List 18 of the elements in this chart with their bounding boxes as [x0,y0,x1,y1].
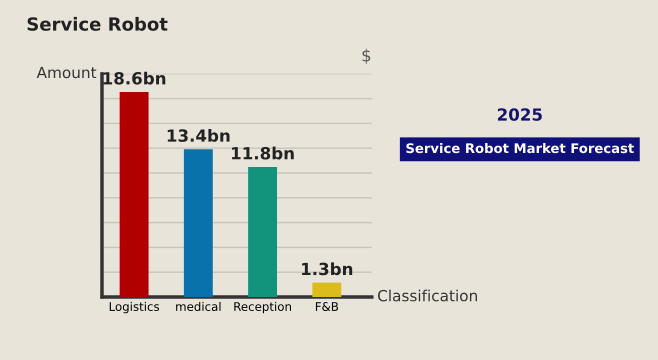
x-tick-label: F&B [316,302,338,311]
data-label: 18.6bn [104,72,166,85]
data-label: 11.8bn [232,146,294,160]
x-tick-label: Reception [234,302,291,314]
data-label: 13.4bn [168,129,230,142]
bar [120,92,149,297]
text: Service Robot Market Forecast [406,142,634,154]
bar [248,166,278,297]
x-axis-title: Classification [378,290,477,302]
bar [312,282,342,297]
x-tick-label: Logistics [110,302,160,314]
x-tick-label: medical [176,302,221,311]
text: 2025 [498,108,542,121]
chart-title: Service Robot [28,16,168,31]
data-label: 1.3bn [302,262,352,276]
bar [184,149,213,297]
y-axis-title: Amount [36,66,96,78]
text: $ [362,48,370,64]
